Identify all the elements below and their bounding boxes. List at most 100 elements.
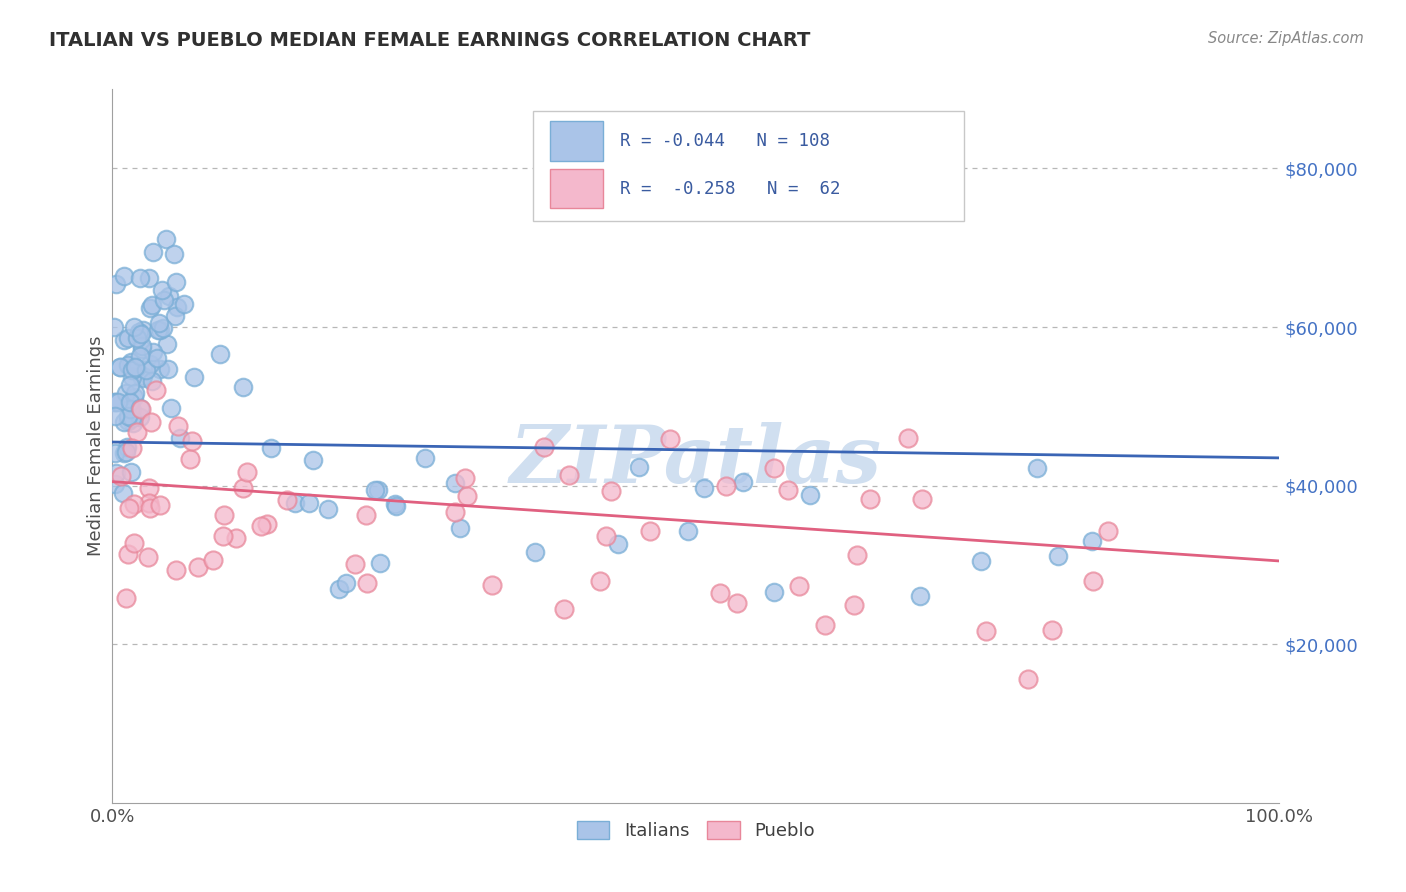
Point [606, 536, 628, 550]
Point [155, 232, 177, 246]
FancyBboxPatch shape [550, 121, 603, 161]
Point [762, 585, 785, 599]
Point [118, 501, 141, 516]
Point [969, 554, 991, 568]
Point [149, 498, 172, 512]
FancyBboxPatch shape [533, 111, 965, 221]
Point [138, 495, 160, 509]
Point [211, 529, 233, 543]
Point [187, 559, 209, 574]
Point [733, 475, 755, 489]
Point [659, 432, 682, 446]
Point [183, 370, 205, 384]
Point [108, 360, 131, 375]
Point [128, 401, 150, 415]
Point [778, 483, 800, 498]
Point [132, 368, 155, 383]
Point [117, 358, 139, 372]
Point [356, 508, 378, 522]
Point [145, 383, 167, 397]
Point [179, 452, 201, 467]
Y-axis label: Median Female Earnings: Median Female Earnings [87, 335, 105, 557]
Point [588, 574, 610, 589]
Point [105, 277, 128, 292]
Point [897, 431, 920, 445]
Point [118, 394, 141, 409]
FancyBboxPatch shape [550, 169, 603, 209]
Point [125, 331, 148, 345]
Point [236, 465, 259, 479]
Point [225, 531, 247, 545]
Point [454, 471, 477, 485]
Point [121, 411, 143, 425]
Point [112, 333, 135, 347]
Point [449, 521, 471, 535]
Point [112, 415, 135, 429]
Point [1040, 623, 1063, 637]
Point [364, 483, 387, 497]
Point [120, 401, 142, 416]
Point [368, 556, 391, 570]
Point [124, 360, 146, 375]
Point [150, 283, 173, 297]
Point [114, 386, 136, 401]
Point [124, 536, 146, 550]
Point [298, 495, 321, 509]
Point [908, 589, 931, 603]
Point [120, 355, 142, 369]
Point [122, 320, 145, 334]
Point [104, 395, 127, 409]
Point [121, 441, 143, 455]
Point [328, 582, 350, 597]
Point [165, 309, 187, 323]
Point [181, 434, 204, 448]
Point [638, 524, 661, 538]
Point [523, 545, 546, 559]
Point [104, 409, 127, 424]
Point [148, 323, 170, 337]
Text: ITALIAN VS PUEBLO MEDIAN FEMALE EARNINGS CORRELATION CHART: ITALIAN VS PUEBLO MEDIAN FEMALE EARNINGS… [49, 31, 811, 50]
Point [762, 460, 785, 475]
Point [456, 489, 478, 503]
Point [117, 409, 139, 424]
Text: R = -0.044   N = 108: R = -0.044 N = 108 [620, 132, 830, 150]
Point [142, 245, 165, 260]
Point [911, 491, 934, 506]
Point [163, 247, 186, 261]
Point [1026, 461, 1049, 475]
Point [859, 491, 882, 506]
Point [725, 596, 748, 610]
Point [160, 401, 183, 415]
Point [112, 486, 135, 500]
Point [131, 370, 153, 384]
Point [356, 576, 378, 591]
Point [156, 362, 179, 376]
Point [367, 483, 389, 497]
Point [146, 351, 169, 365]
Point [209, 347, 232, 361]
Point [125, 360, 148, 375]
Point [131, 327, 153, 342]
Point [845, 549, 868, 563]
Point [553, 601, 575, 615]
Point [149, 323, 172, 337]
Point [335, 576, 357, 591]
Point [128, 270, 150, 285]
Point [166, 300, 188, 314]
Point [104, 476, 127, 491]
Point [787, 579, 810, 593]
Point [166, 419, 188, 434]
Point [595, 528, 617, 542]
Point [153, 293, 176, 307]
Point [141, 298, 163, 312]
Point [384, 497, 406, 511]
Point [284, 496, 307, 510]
Text: ZIPatlas: ZIPatlas [510, 422, 882, 499]
Point [232, 379, 254, 393]
Point [121, 369, 143, 384]
Text: R =  -0.258   N =  62: R = -0.258 N = 62 [620, 180, 841, 198]
Point [974, 624, 997, 638]
Legend: Italians, Pueblo: Italians, Pueblo [569, 814, 823, 847]
Point [131, 342, 153, 356]
Point [125, 425, 148, 439]
